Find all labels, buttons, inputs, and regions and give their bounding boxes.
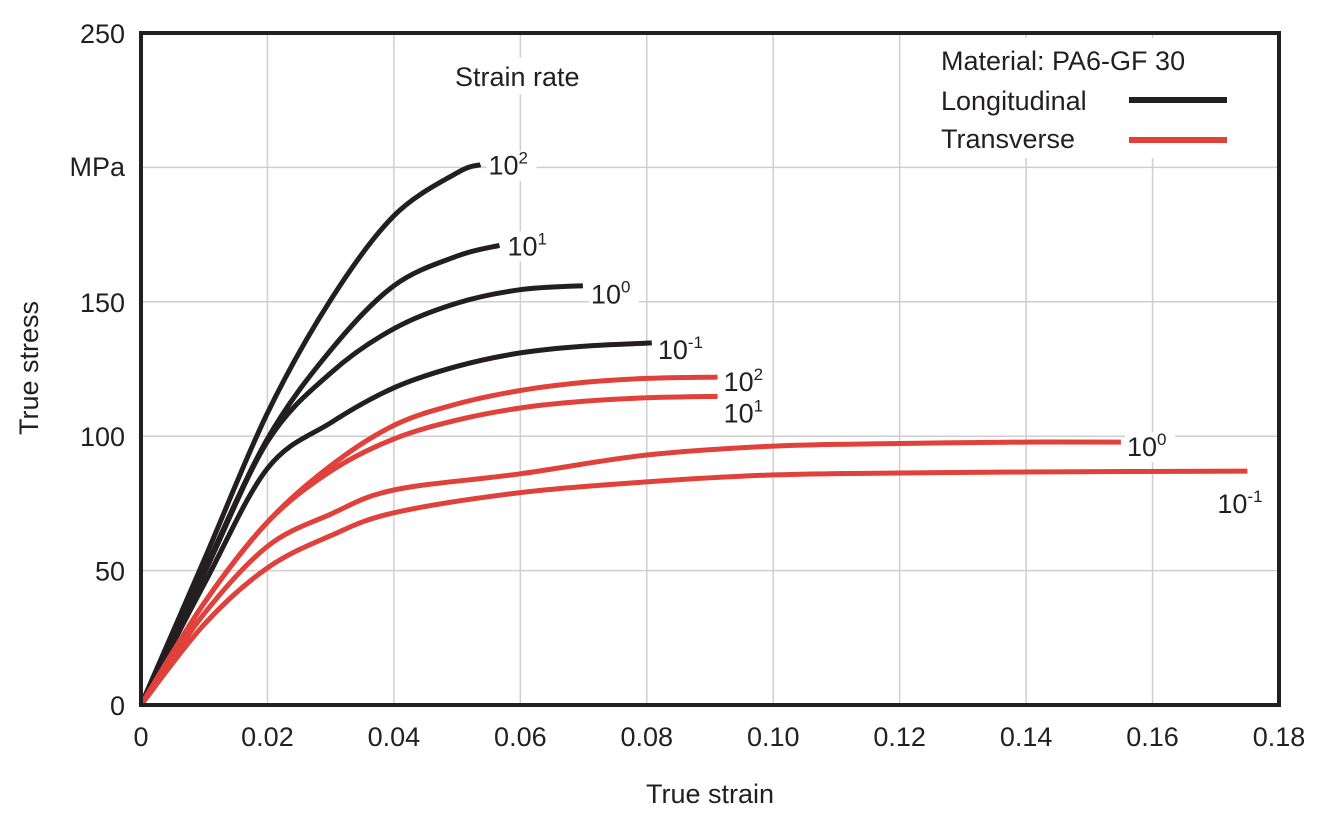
curve-label-transverse--1: 10-1 bbox=[1217, 487, 1262, 519]
legend-label-transverse: Transverse bbox=[941, 124, 1075, 154]
curve-label-background bbox=[721, 398, 772, 429]
curve-label-background bbox=[588, 279, 639, 310]
y-tick-label: 50 bbox=[95, 557, 125, 587]
y-tick-label: 0 bbox=[110, 691, 125, 721]
curve-transverse--1 bbox=[139, 468, 1248, 707]
x-tick-label: 0.04 bbox=[368, 722, 421, 752]
curve-label-transverse-1: 101 bbox=[724, 396, 764, 428]
curve-label-background bbox=[486, 150, 537, 181]
y-tick-labels: 0 50 100 150 250 bbox=[80, 19, 125, 721]
annotation-background bbox=[448, 58, 610, 94]
curve-label-longitudinal--1: 10-1 bbox=[658, 333, 703, 365]
curve-label-background bbox=[505, 231, 556, 262]
curve-label-transverse-2: 102 bbox=[724, 365, 764, 397]
plot-frame bbox=[139, 31, 1281, 707]
x-tick-label: 0.08 bbox=[620, 722, 673, 752]
x-tick-label: 0 bbox=[133, 722, 148, 752]
curve-transverse-0 bbox=[138, 439, 1121, 707]
y-tick-label: 100 bbox=[80, 422, 125, 452]
curve-label-background bbox=[655, 334, 714, 365]
x-tick-label: 0.02 bbox=[241, 722, 294, 752]
x-tick-labels: 0 0.02 0.04 0.06 0.08 0.10 0.12 0.14 0.16 0.18 bbox=[133, 722, 1305, 752]
curve-label-background bbox=[1124, 432, 1175, 463]
curve-label-longitudinal-0: 100 bbox=[591, 278, 631, 310]
x-tick-label: 0.18 bbox=[1253, 722, 1306, 752]
y-unit-label: MPa bbox=[69, 152, 126, 182]
x-tick-label: 0.06 bbox=[494, 722, 547, 752]
curve-longitudinal-0 bbox=[138, 283, 584, 707]
y-tick-label: 250 bbox=[80, 19, 125, 49]
x-axis-title: True strain bbox=[646, 779, 774, 809]
curve-label-background bbox=[721, 367, 772, 398]
x-tick-label: 0.16 bbox=[1126, 722, 1179, 752]
curve-label-longitudinal-2: 102 bbox=[489, 149, 529, 181]
curves bbox=[138, 162, 1248, 707]
legend-label-longitudinal: Longitudinal bbox=[941, 86, 1087, 116]
y-axis-title: True stress bbox=[14, 301, 44, 435]
curve-longitudinal--1 bbox=[138, 340, 652, 707]
y-tick-label: 150 bbox=[80, 288, 125, 318]
x-tick-label: 0.10 bbox=[747, 722, 800, 752]
x-tick-label: 0.12 bbox=[873, 722, 926, 752]
strain-rate-annotation: Strain rate bbox=[455, 62, 580, 92]
curve-label-background bbox=[1215, 489, 1274, 520]
curve-transverse-1 bbox=[138, 393, 718, 707]
curve-longitudinal-2 bbox=[138, 162, 482, 706]
curve-label-longitudinal-1: 101 bbox=[507, 229, 547, 261]
legend-title: Material: PA6-GF 30 bbox=[941, 46, 1185, 76]
legend: Material: PA6-GF 30 Longitudinal Transve… bbox=[941, 46, 1227, 154]
curve-label-transverse-0: 100 bbox=[1127, 430, 1167, 462]
x-tick-label: 0.14 bbox=[1000, 722, 1053, 752]
